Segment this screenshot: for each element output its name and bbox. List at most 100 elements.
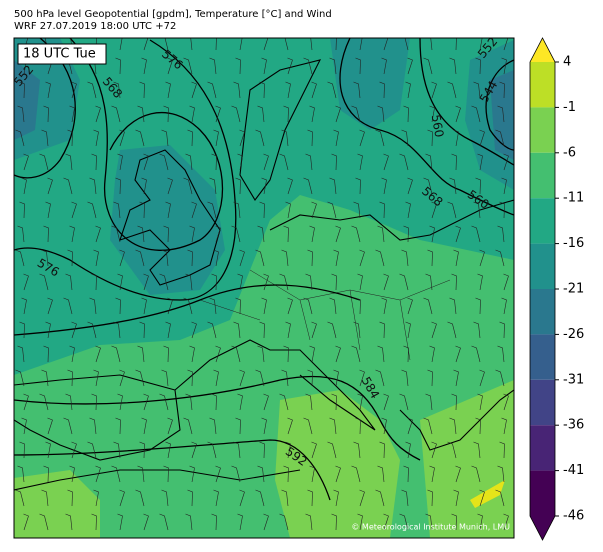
- barb: [431, 81, 437, 99]
- barb: [69, 465, 75, 483]
- barb: [479, 129, 485, 147]
- barb: [23, 273, 29, 291]
- barb: [475, 57, 481, 75]
- barb: [45, 321, 51, 339]
- barb: [305, 273, 313, 291]
- barb: [143, 273, 149, 291]
- barb: [449, 297, 457, 315]
- barb: [377, 105, 385, 123]
- barb: [71, 81, 77, 99]
- barb: [425, 153, 433, 171]
- barb: [285, 81, 291, 99]
- title: 500 hPa level Geopotential [gpdm], Tempe…: [14, 9, 332, 20]
- barb: [281, 369, 289, 387]
- barb: [283, 465, 289, 483]
- barb: [183, 297, 193, 315]
- barb: [113, 201, 121, 219]
- barb: [327, 441, 337, 459]
- barb: [283, 225, 289, 243]
- barb: [119, 38, 123, 51]
- barb: [479, 249, 485, 267]
- barb: [423, 417, 433, 435]
- barb: [383, 513, 389, 531]
- colorbar-tick-label: -46: [563, 509, 584, 524]
- colorbar-tick-label: -6: [563, 145, 576, 160]
- colorbar-tick-label: -11: [563, 191, 584, 206]
- barb: [191, 321, 197, 339]
- barb: [167, 57, 173, 75]
- barb: [377, 465, 385, 483]
- barb: [353, 441, 361, 459]
- barb: [497, 105, 505, 123]
- barb: [447, 81, 457, 99]
- barb: [141, 177, 147, 195]
- barb: [407, 57, 413, 75]
- barb: [377, 225, 385, 243]
- barb: [93, 369, 99, 387]
- barb: [190, 38, 193, 51]
- barb: [233, 201, 241, 219]
- colorbar-tick-label: -36: [563, 418, 584, 433]
- barb: [375, 249, 385, 267]
- barb: [119, 489, 125, 507]
- barb: [215, 225, 221, 243]
- barb: [113, 81, 121, 99]
- barb: [353, 81, 361, 99]
- barb: [191, 81, 197, 99]
- barb: [23, 393, 29, 411]
- barb: [255, 369, 265, 387]
- barb: [113, 321, 121, 339]
- barb: [237, 393, 243, 411]
- barb: [207, 441, 217, 459]
- barb: [351, 345, 361, 363]
- barb: [307, 489, 313, 507]
- barb: [183, 417, 193, 435]
- barb: [135, 489, 145, 507]
- barb: [41, 489, 49, 507]
- barb: [17, 345, 25, 363]
- barb: [331, 273, 337, 291]
- barb: [303, 417, 313, 435]
- barb: [307, 369, 313, 387]
- barb: [310, 38, 313, 51]
- barb: [21, 417, 27, 435]
- barb: [473, 201, 481, 219]
- barb: [261, 57, 267, 75]
- barb: [163, 465, 169, 483]
- barb: [501, 297, 507, 315]
- barb: [285, 201, 291, 219]
- barb: [503, 153, 509, 171]
- barb: [423, 177, 433, 195]
- colorbar-bin: [530, 243, 555, 289]
- barb: [473, 441, 481, 459]
- time-box: [17, 43, 107, 65]
- barb: [185, 393, 193, 411]
- barb: [95, 105, 101, 123]
- barb: [87, 321, 97, 339]
- colorbar-tick-label: -31: [563, 372, 584, 387]
- barb: [135, 129, 145, 147]
- barb: [279, 153, 289, 171]
- barb: [431, 201, 437, 219]
- barb: [333, 369, 339, 387]
- barb: [381, 297, 387, 315]
- barb: [451, 273, 457, 291]
- barb: [165, 81, 171, 99]
- barb: [307, 129, 313, 147]
- barb: [503, 273, 509, 291]
- colorbar-tick-label: -26: [563, 327, 584, 342]
- barb: [15, 129, 25, 147]
- barb: [165, 201, 171, 219]
- barb: [403, 465, 409, 483]
- barb: [405, 321, 411, 339]
- barb: [21, 177, 27, 195]
- barb: [495, 489, 505, 507]
- barb: [165, 441, 171, 459]
- barb: [497, 225, 505, 243]
- barb: [263, 393, 269, 411]
- barb: [259, 321, 265, 339]
- barb: [17, 105, 25, 123]
- barb: [141, 57, 147, 75]
- barb: [451, 153, 457, 171]
- barb: [471, 225, 481, 243]
